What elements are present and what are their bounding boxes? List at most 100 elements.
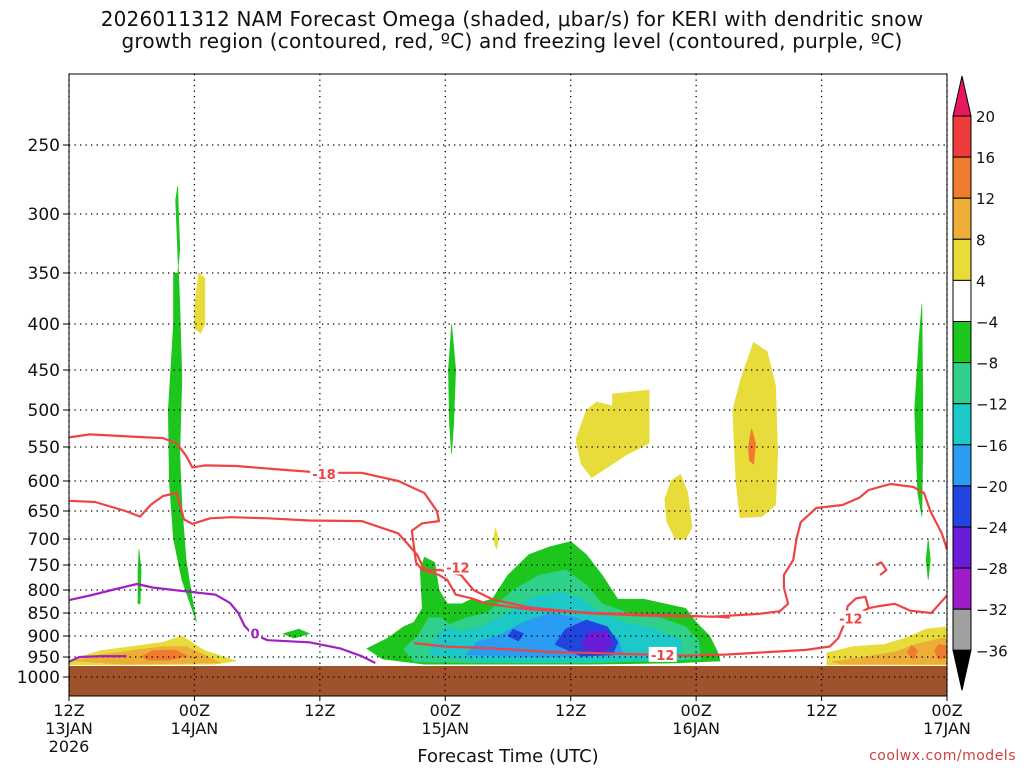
- x-tick-label-h12-0: 00Z: [179, 701, 210, 720]
- contour-line-1: [69, 491, 730, 619]
- omega-region-4: [925, 538, 931, 581]
- y-tick-label-1000: 1000: [17, 668, 60, 688]
- y-tick-label-850: 850: [28, 604, 60, 624]
- colorbar: 20 16 12 8 4 −4 −8 −12 −16 −20 −24 −28 −32 −36: [952, 75, 1008, 691]
- omega-region-3: [914, 303, 924, 517]
- ground-surface: [69, 666, 947, 696]
- colorbar-label-5: −4: [976, 314, 998, 332]
- y-tick-label-550: 550: [28, 438, 60, 458]
- x-tick-label-h0-0: 12Z: [53, 701, 84, 720]
- contour-line-2: [413, 595, 870, 657]
- x-tick-label-h60-1: 16JAN: [672, 719, 720, 738]
- colorbar-label-2: 12: [976, 190, 995, 208]
- y-tick-label-900: 900: [28, 627, 60, 647]
- omega-shading-layer: [69, 186, 947, 666]
- x-tick-label-h36-1: 15JAN: [421, 719, 469, 738]
- colorbar-swatch-2: [952, 156, 972, 199]
- colorbar-swatch-12: [952, 567, 972, 610]
- y-tick-label-450: 450: [28, 361, 60, 381]
- pressure-axis: 250 300 350 400 450 500 550 600 650 700 750 800 850 9…: [17, 136, 69, 688]
- y-tick-label-500: 500: [28, 401, 60, 421]
- y-tick-label-350: 350: [28, 264, 60, 284]
- colorbar-label-1: 16: [976, 149, 995, 167]
- contour-line-7: [69, 655, 127, 663]
- colorbar-label-9: −20: [976, 478, 1008, 496]
- y-tick-label-950: 950: [28, 648, 60, 668]
- colorbar-top-arrow: [952, 75, 972, 117]
- contour-label-bg-2: [648, 646, 677, 662]
- colorbar-label-12: −32: [976, 601, 1008, 619]
- omega-region-22: [141, 649, 188, 661]
- colorbar-swatch-13: [952, 608, 972, 651]
- y-tick-label-400: 400: [28, 315, 60, 335]
- colorbar-label-13: −36: [976, 642, 1008, 660]
- omega-region-12: [580, 631, 613, 654]
- y-tick-label-300: 300: [28, 205, 60, 225]
- x-tick-label-h48-0: 12Z: [555, 701, 586, 720]
- y-tick-label-600: 600: [28, 472, 60, 492]
- colorbar-swatch-11: [952, 526, 972, 569]
- contour-layer: -18 -12 -12 -12 0: [69, 433, 947, 664]
- omega-region-1: [137, 549, 142, 605]
- omega-region-15: [664, 473, 693, 540]
- omega-region-25: [934, 644, 947, 660]
- colorbar-label-8: −16: [976, 437, 1008, 455]
- x-tick-label-h36-0: 00Z: [430, 701, 461, 720]
- omega-region-16: [732, 341, 779, 519]
- contour-label-0: -18: [312, 468, 336, 483]
- x-tick-label-h84-1: 17JAN: [923, 719, 971, 738]
- colorbar-swatch-9: [952, 444, 972, 487]
- y-tick-label-250: 250: [28, 136, 60, 156]
- x-tick-label-h0-2: 2026: [49, 737, 90, 756]
- x-tick-label-h72-0: 12Z: [806, 701, 837, 720]
- contour-label-bg-6: [249, 625, 262, 641]
- colorbar-label-0: 20: [976, 108, 995, 126]
- y-tick-label-700: 700: [28, 530, 60, 550]
- colorbar-swatch-6: [952, 321, 972, 364]
- contour-line-4: [875, 561, 888, 576]
- colorbar-swatch-1: [952, 115, 972, 158]
- omega-region-13: [194, 272, 206, 334]
- contour-label-bg-5: [836, 610, 865, 626]
- contour-label-5: -12: [839, 613, 863, 628]
- x-tick-label-h0-1: 13JAN: [45, 719, 93, 738]
- colorbar-swatch-4: [952, 238, 972, 281]
- contour-label-2: -12: [651, 649, 675, 664]
- omega-region-2: [448, 323, 457, 454]
- plot-frame: [68, 73, 948, 697]
- colorbar-swatch-10: [952, 485, 972, 528]
- omega-region-21: [831, 637, 947, 665]
- colorbar-swatch-8: [952, 403, 972, 446]
- colorbar-swatch-7: [952, 362, 972, 405]
- x-tick-label-h24-0: 12Z: [304, 701, 335, 720]
- colorbar-label-11: −28: [976, 560, 1008, 578]
- contour-label-bg-1: [443, 559, 472, 575]
- colorbar-swatch-3: [952, 197, 972, 240]
- y-tick-label-650: 650: [28, 502, 60, 522]
- contour-line-3: [867, 594, 947, 615]
- contour-line-6: [69, 582, 376, 664]
- y-tick-label-800: 800: [28, 581, 60, 601]
- contour-label-6: 0: [251, 628, 260, 643]
- colorbar-swatch-5: [952, 279, 972, 322]
- contour-line-0: [69, 433, 947, 618]
- site-credit: coolwx.com/models: [869, 748, 1016, 764]
- grid-layer: [68, 74, 948, 696]
- omega-region-14: [575, 389, 650, 479]
- chart-title-line-1: 2026011312 NAM Forecast Omega (shaded, μ…: [100, 7, 924, 31]
- x-tick-label-h84-0: 00Z: [931, 701, 962, 720]
- colorbar-label-6: −8: [976, 355, 998, 373]
- y-tick-label-750: 750: [28, 556, 60, 576]
- colorbar-label-10: −24: [976, 519, 1008, 537]
- colorbar-bottom-arrow: [952, 649, 972, 691]
- x-tick-label-h12-1: 14JAN: [171, 719, 219, 738]
- contour-label-bg-0: [310, 466, 339, 482]
- contour-label-1: -12: [446, 562, 470, 577]
- colorbar-label-4: 4: [976, 272, 986, 290]
- omega-region-23: [748, 428, 757, 465]
- chart-title-line-2: growth region (contoured, red, ºC) and f…: [121, 29, 903, 53]
- x-axis-label: Forecast Time (UTC): [417, 746, 598, 767]
- chart-title: 2026011312 NAM Forecast Omega (shaded, μ…: [0, 8, 1024, 52]
